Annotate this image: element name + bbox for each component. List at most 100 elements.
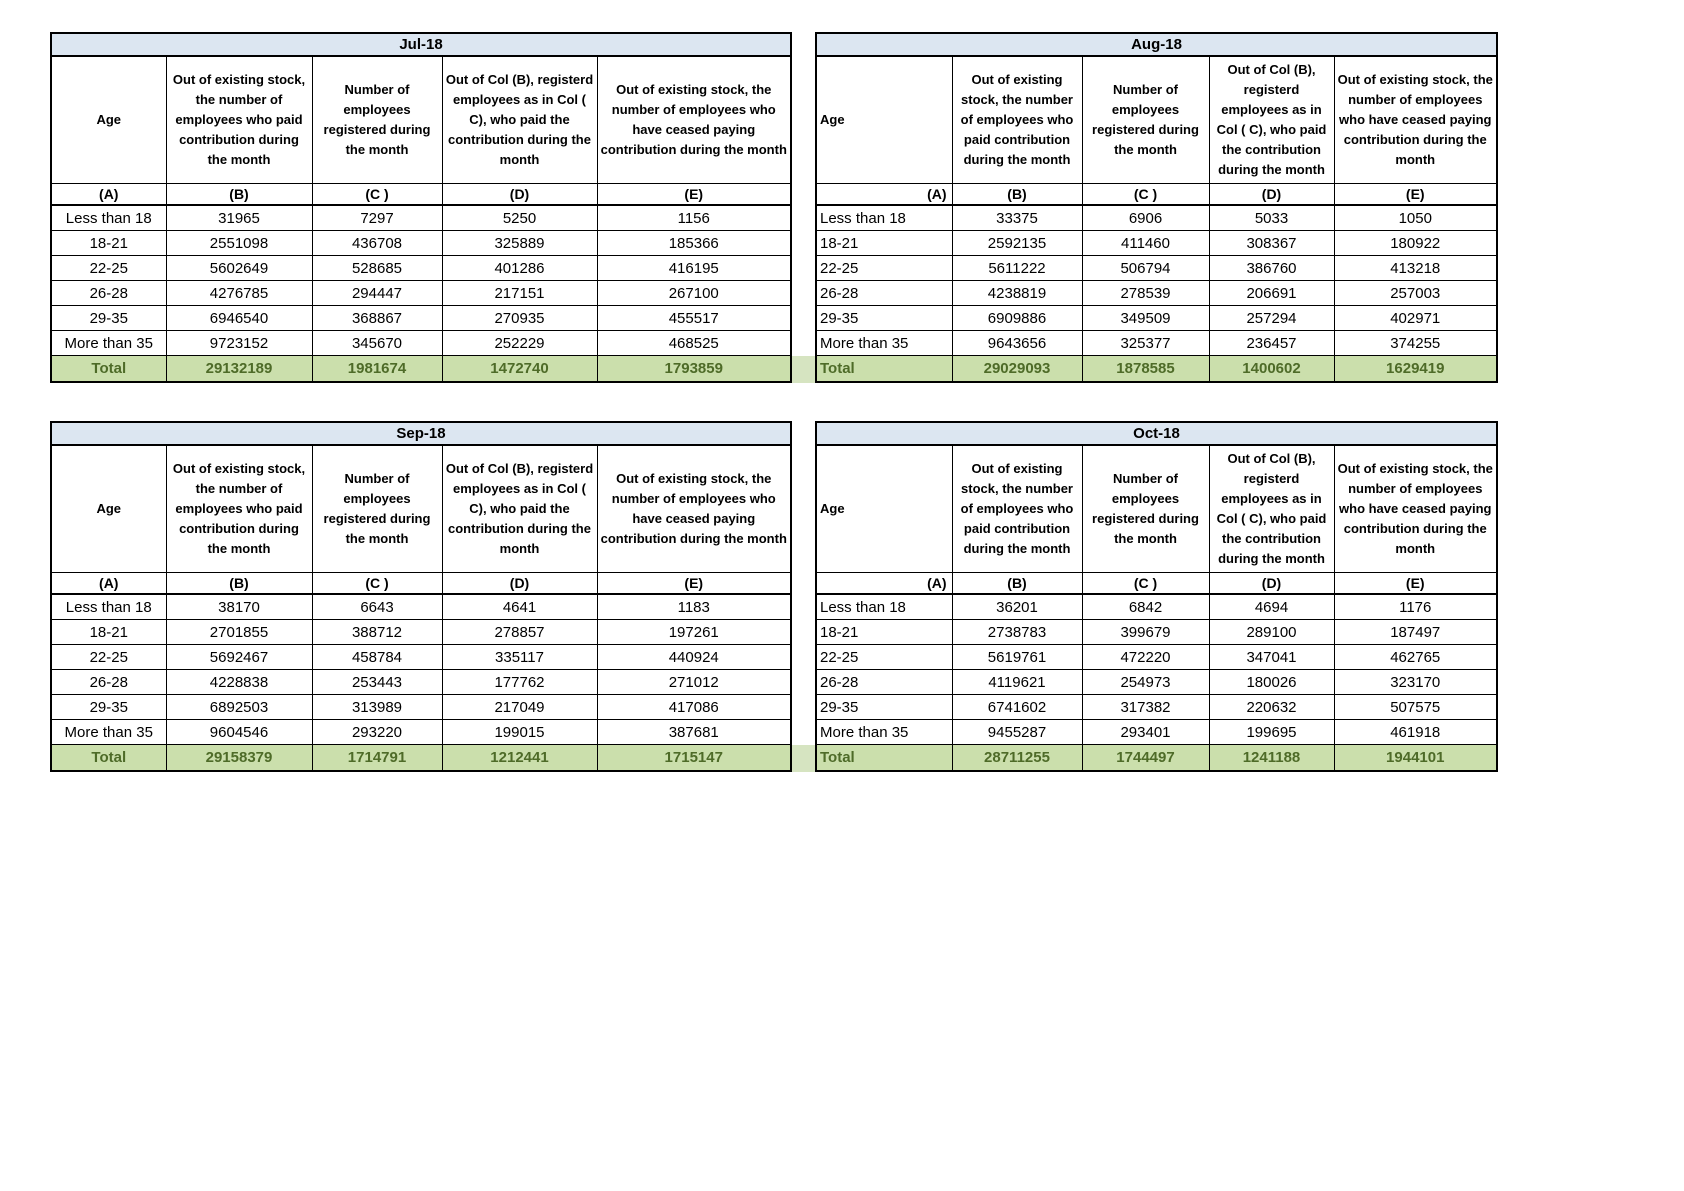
month-title-cell[interactable]: Aug-18 bbox=[815, 32, 1498, 57]
column-header-cell-b[interactable]: Out of existing stock, the number of emp… bbox=[165, 55, 313, 184]
value-cell-b[interactable]: 4238819 bbox=[951, 280, 1083, 306]
column-header-cell-b[interactable]: Out of existing stock, the number of emp… bbox=[951, 55, 1083, 184]
value-cell-c[interactable]: 368867 bbox=[311, 305, 443, 331]
value-cell-b[interactable]: 9643656 bbox=[951, 330, 1083, 356]
value-cell-d[interactable]: 308367 bbox=[1208, 230, 1335, 256]
value-cell-b[interactable]: 6909886 bbox=[951, 305, 1083, 331]
column-header-cell-b[interactable]: Out of existing stock, the number of emp… bbox=[165, 444, 313, 573]
total-value-cell-e[interactable]: 1629419 bbox=[1333, 355, 1498, 383]
value-cell-e[interactable]: 180922 bbox=[1333, 230, 1498, 256]
age-label-cell[interactable]: 18-21 bbox=[50, 619, 167, 645]
value-cell-e[interactable]: 271012 bbox=[596, 669, 792, 695]
value-cell-b[interactable]: 6892503 bbox=[165, 694, 313, 720]
value-cell-b[interactable]: 31965 bbox=[165, 204, 313, 231]
column-letter-cell-c[interactable]: (C ) bbox=[311, 183, 443, 206]
total-label-cell[interactable]: Total bbox=[50, 744, 167, 772]
column-header-cell-e[interactable]: Out of existing stock, the number of emp… bbox=[1333, 444, 1498, 573]
total-label-cell[interactable]: Total bbox=[50, 355, 167, 383]
value-cell-c[interactable]: 458784 bbox=[311, 644, 443, 670]
value-cell-d[interactable]: 220632 bbox=[1208, 694, 1335, 720]
total-value-cell-e[interactable]: 1793859 bbox=[596, 355, 792, 383]
column-header-cell-b[interactable]: Out of existing stock, the number of emp… bbox=[951, 444, 1083, 573]
total-value-cell-d[interactable]: 1241188 bbox=[1208, 744, 1335, 772]
value-cell-c[interactable]: 345670 bbox=[311, 330, 443, 356]
value-cell-d[interactable]: 199015 bbox=[441, 719, 598, 745]
column-letter-cell-e[interactable]: (E) bbox=[1333, 183, 1498, 206]
column-letter-cell-d[interactable]: (D) bbox=[441, 572, 598, 595]
total-value-cell-e[interactable]: 1715147 bbox=[596, 744, 792, 772]
value-cell-d[interactable]: 270935 bbox=[441, 305, 598, 331]
value-cell-b[interactable]: 4119621 bbox=[951, 669, 1083, 695]
column-letter-cell-b[interactable]: (B) bbox=[165, 572, 313, 595]
value-cell-b[interactable]: 9604546 bbox=[165, 719, 313, 745]
column-header-cell-c[interactable]: Number of employees registered during th… bbox=[311, 444, 443, 573]
value-cell-d[interactable]: 5250 bbox=[441, 204, 598, 231]
value-cell-b[interactable]: 4228838 bbox=[165, 669, 313, 695]
value-cell-c[interactable]: 6906 bbox=[1081, 204, 1210, 231]
total-value-cell-c[interactable]: 1981674 bbox=[311, 355, 443, 383]
value-cell-e[interactable]: 1183 bbox=[596, 593, 792, 620]
value-cell-d[interactable]: 386760 bbox=[1208, 255, 1335, 281]
value-cell-b[interactable]: 33375 bbox=[951, 204, 1083, 231]
total-value-cell-c[interactable]: 1878585 bbox=[1081, 355, 1210, 383]
value-cell-b[interactable]: 2738783 bbox=[951, 619, 1083, 645]
value-cell-b[interactable]: 36201 bbox=[951, 593, 1083, 620]
value-cell-d[interactable]: 347041 bbox=[1208, 644, 1335, 670]
value-cell-c[interactable]: 472220 bbox=[1081, 644, 1210, 670]
age-label-cell[interactable]: 22-25 bbox=[815, 644, 953, 670]
value-cell-c[interactable]: 293401 bbox=[1081, 719, 1210, 745]
value-cell-b[interactable]: 38170 bbox=[165, 593, 313, 620]
column-letter-cell-b[interactable]: (B) bbox=[951, 572, 1083, 595]
value-cell-b[interactable]: 5602649 bbox=[165, 255, 313, 281]
column-header-cell-c[interactable]: Number of employees registered during th… bbox=[1081, 444, 1210, 573]
total-value-cell-b[interactable]: 28711255 bbox=[951, 744, 1083, 772]
age-label-cell[interactable]: 26-28 bbox=[50, 669, 167, 695]
age-label-cell[interactable]: 26-28 bbox=[50, 280, 167, 306]
column-header-cell-d[interactable]: Out of Col (B), registerd employees as i… bbox=[441, 55, 598, 184]
value-cell-e[interactable]: 267100 bbox=[596, 280, 792, 306]
value-cell-d[interactable]: 325889 bbox=[441, 230, 598, 256]
age-label-cell[interactable]: 26-28 bbox=[815, 280, 953, 306]
value-cell-c[interactable]: 294447 bbox=[311, 280, 443, 306]
value-cell-c[interactable]: 436708 bbox=[311, 230, 443, 256]
value-cell-e[interactable]: 323170 bbox=[1333, 669, 1498, 695]
value-cell-b[interactable]: 6741602 bbox=[951, 694, 1083, 720]
total-value-cell-b[interactable]: 29029093 bbox=[951, 355, 1083, 383]
value-cell-c[interactable]: 313989 bbox=[311, 694, 443, 720]
value-cell-d[interactable]: 335117 bbox=[441, 644, 598, 670]
age-label-cell[interactable]: 29-35 bbox=[815, 305, 953, 331]
age-label-cell[interactable]: More than 35 bbox=[50, 330, 167, 356]
age-label-cell[interactable]: Less than 18 bbox=[50, 593, 167, 620]
value-cell-d[interactable]: 257294 bbox=[1208, 305, 1335, 331]
value-cell-d[interactable]: 236457 bbox=[1208, 330, 1335, 356]
age-column-header-cell[interactable]: Age bbox=[50, 444, 167, 573]
column-letter-cell-e[interactable]: (E) bbox=[596, 572, 792, 595]
age-label-cell[interactable]: 29-35 bbox=[50, 305, 167, 331]
total-label-cell[interactable]: Total bbox=[815, 744, 953, 772]
value-cell-d[interactable]: 180026 bbox=[1208, 669, 1335, 695]
value-cell-e[interactable]: 455517 bbox=[596, 305, 792, 331]
value-cell-d[interactable]: 4694 bbox=[1208, 593, 1335, 620]
value-cell-b[interactable]: 2592135 bbox=[951, 230, 1083, 256]
value-cell-c[interactable]: 388712 bbox=[311, 619, 443, 645]
age-label-cell[interactable]: 18-21 bbox=[815, 230, 953, 256]
column-letter-cell-c[interactable]: (C ) bbox=[1081, 572, 1210, 595]
value-cell-d[interactable]: 206691 bbox=[1208, 280, 1335, 306]
value-cell-b[interactable]: 5619761 bbox=[951, 644, 1083, 670]
value-cell-c[interactable]: 6643 bbox=[311, 593, 443, 620]
total-value-cell-e[interactable]: 1944101 bbox=[1333, 744, 1498, 772]
age-column-header-cell[interactable]: Age bbox=[815, 444, 953, 573]
value-cell-d[interactable]: 217151 bbox=[441, 280, 598, 306]
column-letter-cell-c[interactable]: (C ) bbox=[1081, 183, 1210, 206]
value-cell-c[interactable]: 254973 bbox=[1081, 669, 1210, 695]
value-cell-e[interactable]: 468525 bbox=[596, 330, 792, 356]
value-cell-d[interactable]: 289100 bbox=[1208, 619, 1335, 645]
month-title-cell[interactable]: Oct-18 bbox=[815, 421, 1498, 446]
value-cell-e[interactable]: 462765 bbox=[1333, 644, 1498, 670]
value-cell-e[interactable]: 507575 bbox=[1333, 694, 1498, 720]
value-cell-c[interactable]: 7297 bbox=[311, 204, 443, 231]
column-header-cell-d[interactable]: Out of Col (B), registerd employees as i… bbox=[441, 444, 598, 573]
column-letter-cell-a[interactable]: (A) bbox=[50, 183, 167, 206]
value-cell-e[interactable]: 402971 bbox=[1333, 305, 1498, 331]
month-title-cell[interactable]: Sep-18 bbox=[50, 421, 792, 446]
